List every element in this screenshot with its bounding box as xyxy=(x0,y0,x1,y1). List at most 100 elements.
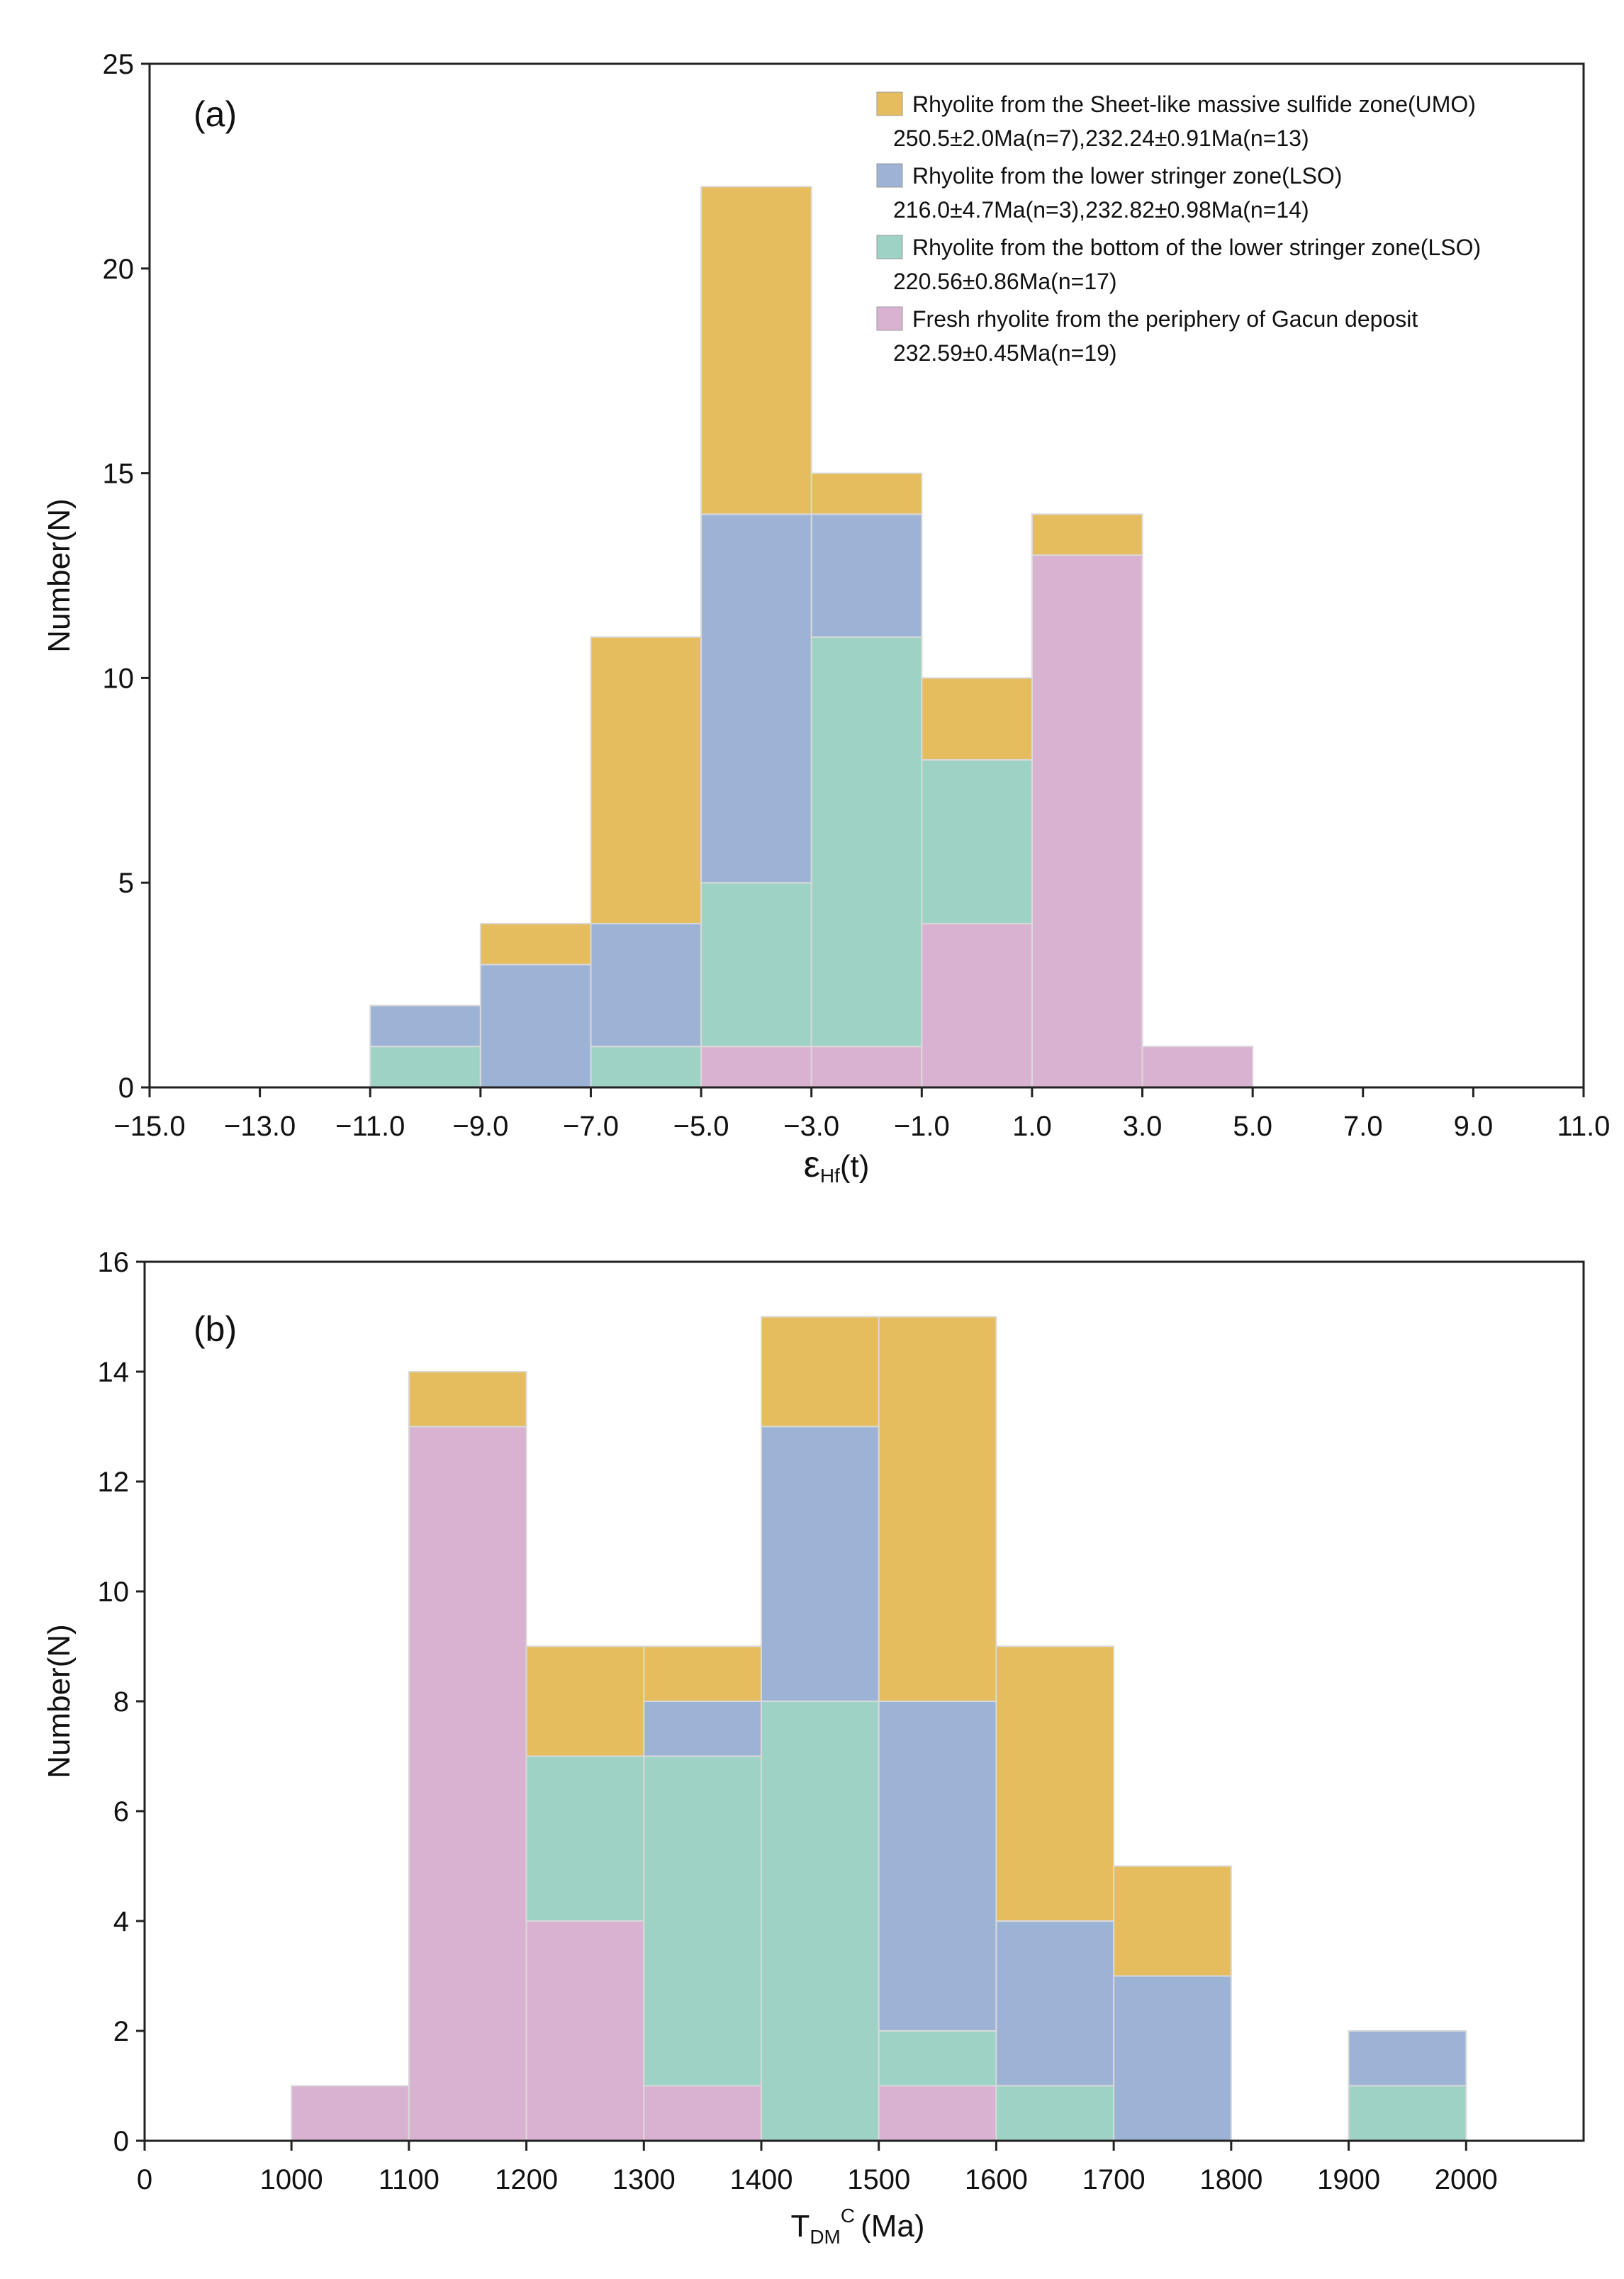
x-tick-label: −5.0 xyxy=(673,1111,729,1142)
bar-segment-lso xyxy=(1348,2030,1467,2087)
bar-segment-lso xyxy=(643,1701,762,1757)
panel-b-xlabel-main: T xyxy=(790,2209,810,2244)
bar-segment-lso xyxy=(761,1426,880,1702)
bar-segment-umo xyxy=(525,1645,645,1757)
bar-segment-fresh xyxy=(525,1920,645,2141)
bar-segment-lso-bottom xyxy=(525,1755,645,1922)
legend-sublabel: 220.56±0.86Ma(n=17) xyxy=(893,269,1117,294)
bar-segment-lso xyxy=(1113,1975,1232,2141)
bar-segment-fresh xyxy=(643,2085,762,2141)
legend-sublabel: 250.5±2.0Ma(n=7),232.24±0.91Ma(n=13) xyxy=(893,125,1309,151)
x-tick-label: 2000 xyxy=(1435,2164,1498,2195)
x-tick-label: −1.0 xyxy=(894,1111,950,1142)
legend-swatch-umo xyxy=(876,91,903,116)
bar-segment-umo xyxy=(921,677,1033,761)
panel-a-legend: Rhyolite from the Sheet-like massive sul… xyxy=(876,91,1481,366)
bar-segment-fresh xyxy=(810,1046,923,1088)
bar-segment-lso-bottom xyxy=(700,882,812,1048)
legend-sublabel: 232.59±0.45Ma(n=19) xyxy=(893,340,1117,366)
bar-segment-lso xyxy=(479,963,592,1088)
bar-segment-umo xyxy=(1031,513,1143,556)
bar-segment-fresh xyxy=(1031,554,1143,1088)
bar-segment-lso xyxy=(995,1920,1115,2087)
bar-segment-umo xyxy=(590,636,702,924)
x-tick-label: 1600 xyxy=(965,2164,1028,2195)
legend-label: Rhyolite from the bottom of the lower st… xyxy=(912,235,1481,260)
y-tick-label: 16 xyxy=(98,1247,130,1278)
bar-segment-fresh xyxy=(878,2085,997,2141)
bar-segment-umo xyxy=(479,922,592,965)
y-tick-label: 25 xyxy=(103,49,135,80)
y-tick-label: 20 xyxy=(103,254,135,285)
bar-segment-fresh xyxy=(1141,1046,1254,1088)
panel-b-ticks: 0 2 4 6 8 10 12 14 16 0 1000 1100 1200 1300 1400 1500 16… xyxy=(98,1247,1498,2195)
x-tick-label: 11.0 xyxy=(1557,1111,1611,1142)
panel-a-frame xyxy=(148,62,1585,1089)
x-tick-label: 1.0 xyxy=(1012,1111,1052,1142)
bar-segment-umo xyxy=(1113,1865,1232,1977)
x-tick-label: 1800 xyxy=(1199,2164,1262,2195)
x-tick-label: −9.0 xyxy=(452,1111,508,1142)
bar-segment-fresh xyxy=(921,922,1033,1088)
bar-segment-lso xyxy=(590,922,702,1048)
bar-segment-lso-bottom xyxy=(761,1701,880,2141)
x-tick-label: 1700 xyxy=(1082,2164,1146,2195)
bar-segment-lso xyxy=(810,513,923,638)
legend-label: Rhyolite from the lower stringer zone(LS… xyxy=(912,163,1342,189)
x-tick-label: −11.0 xyxy=(335,1111,405,1142)
panel-a-xlabel-sub: Hf xyxy=(820,1165,840,1187)
panel-b-xlabel-sub: DM xyxy=(810,2226,841,2248)
panel-a-label: (a) xyxy=(194,94,237,134)
x-tick-label: 1000 xyxy=(260,2164,323,2195)
bar-segment-umo xyxy=(408,1371,527,1428)
panel-a-ylabel: Number(N) xyxy=(42,498,77,653)
panel-b-xlabel: TDMC (Ma) xyxy=(790,2205,924,2248)
x-tick-label: 1300 xyxy=(612,2164,676,2195)
bar-segment-lso-bottom xyxy=(1348,2085,1467,2141)
legend-label: Rhyolite from the Sheet-like massive sul… xyxy=(912,91,1476,117)
y-tick-label: 2 xyxy=(113,2016,129,2047)
x-tick-label: −15.0 xyxy=(113,1111,185,1142)
x-tick-label: −3.0 xyxy=(783,1111,839,1142)
bar-segment-lso-bottom xyxy=(590,1046,702,1088)
x-tick-label: 1200 xyxy=(495,2164,558,2195)
panel-b-ylabel: Number(N) xyxy=(42,1624,77,1779)
legend-swatch-lso-bottom xyxy=(876,235,903,259)
legend-swatch-fresh xyxy=(876,306,903,331)
bar-segment-lso-bottom xyxy=(995,2085,1115,2141)
bar-segment-lso xyxy=(700,513,812,884)
bar-segment-lso-bottom xyxy=(643,1755,762,2087)
bar-segment-umo xyxy=(995,1645,1115,1922)
y-tick-label: 0 xyxy=(118,1073,134,1104)
bar-segment-lso xyxy=(878,1701,997,2032)
x-tick-label: 1900 xyxy=(1317,2164,1380,2195)
bar-segment-umo xyxy=(878,1316,997,1702)
bar-segment-fresh xyxy=(700,1046,812,1088)
panel-b-label: (b) xyxy=(194,1309,237,1349)
panel-a-xlabel-suffix: (t) xyxy=(840,1149,870,1184)
y-tick-label: 10 xyxy=(98,1577,130,1608)
panel-b-chart: 0 2 4 6 8 10 12 14 16 0 1000 1100 1200 1300 1400 1500 16… xyxy=(42,1247,1585,2248)
x-tick-label: 1500 xyxy=(847,2164,910,2195)
bar-segment-lso-bottom xyxy=(921,758,1033,924)
y-tick-label: 8 xyxy=(113,1686,129,1718)
y-tick-label: 6 xyxy=(113,1796,129,1827)
legend-swatch-lso xyxy=(876,163,903,188)
y-tick-label: 15 xyxy=(103,459,135,490)
bar-segment-lso-bottom xyxy=(810,636,923,1048)
x-tick-label: 1400 xyxy=(730,2164,793,2195)
panel-a-chart: 0 5 10 15 20 25 −15.0 −13.0 −11.0 −9.0 −7.0 −5.0 −3.… xyxy=(42,49,1610,1187)
y-tick-label: 0 xyxy=(113,2126,129,2157)
bar-segment-lso-bottom xyxy=(878,2030,997,2087)
y-tick-label: 12 xyxy=(98,1467,130,1498)
bar-segment-lso xyxy=(369,1004,481,1048)
y-tick-label: 14 xyxy=(98,1357,130,1388)
x-tick-label: 9.0 xyxy=(1454,1111,1494,1142)
bar-segment-umo xyxy=(810,472,923,515)
x-tick-label: 0 xyxy=(137,2164,152,2195)
x-tick-label: 5.0 xyxy=(1233,1111,1272,1142)
x-tick-label: 7.0 xyxy=(1343,1111,1383,1142)
panel-a-bars xyxy=(369,186,1254,1088)
bar-segment-umo xyxy=(643,1645,762,1702)
